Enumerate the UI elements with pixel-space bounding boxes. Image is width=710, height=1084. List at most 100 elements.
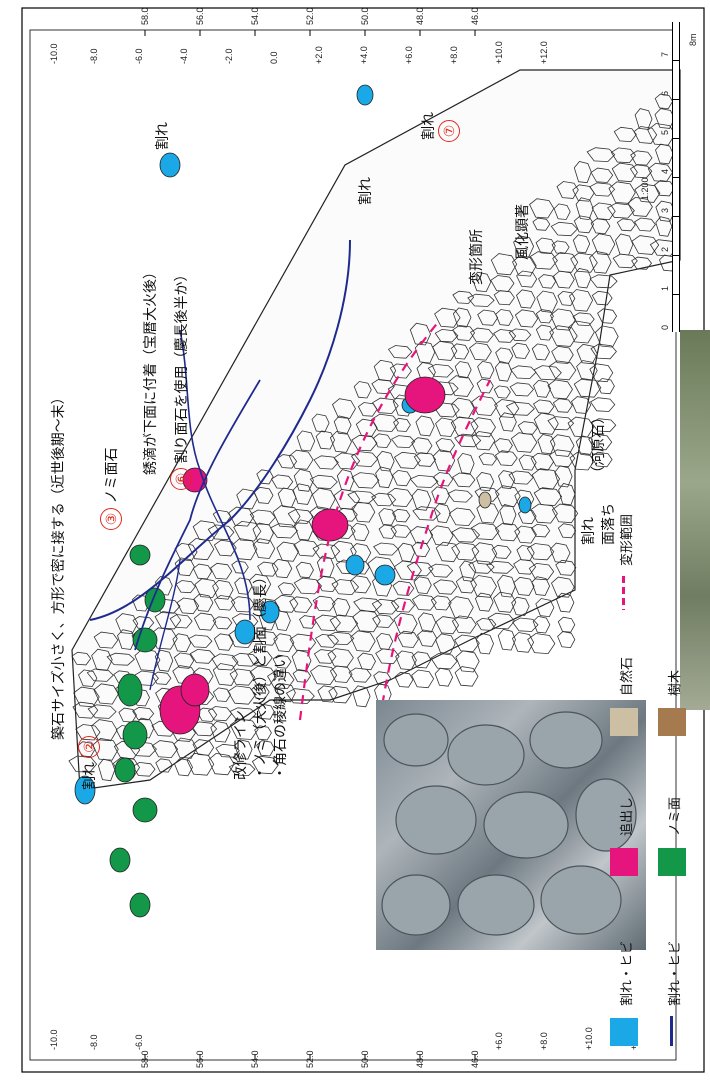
wall-stone <box>448 507 476 527</box>
wall-stone <box>495 347 514 364</box>
y-tick-bottom: 52.0 <box>305 1050 315 1068</box>
wall-stone <box>227 685 256 705</box>
wall-stone <box>151 740 179 759</box>
x-tick-top: +10.0 <box>494 41 504 64</box>
wall-stone <box>132 706 155 721</box>
wall-stone <box>498 412 517 432</box>
wall-stone <box>493 438 513 453</box>
legend-label: 自然石 <box>620 656 635 696</box>
stone-photo-large <box>376 700 646 950</box>
wall-stone <box>73 686 100 708</box>
repair-line-item1: ・ノミ（大火後）と割面（慶長） <box>253 570 269 780</box>
wall-stone <box>467 293 495 307</box>
wall-stone <box>309 665 338 686</box>
wall-stone <box>411 437 433 455</box>
wall-stone <box>373 433 392 449</box>
label-crack-7: 割れ <box>418 112 438 140</box>
wall-stone <box>212 663 238 686</box>
y-tick-top: 50.0 <box>360 7 370 25</box>
wall-stone <box>569 289 594 312</box>
wall-stone <box>470 522 500 541</box>
y-tick-top: 52.0 <box>305 7 315 25</box>
wall-stone <box>434 307 461 328</box>
wall-stone <box>315 430 336 450</box>
wall-stone <box>155 758 173 773</box>
wall-stone <box>376 450 395 472</box>
legend-swatch <box>610 1018 638 1046</box>
wall-stone <box>633 126 658 144</box>
wall-stone <box>188 634 213 648</box>
wall-stone <box>331 579 360 596</box>
x-tick-top: +6.0 <box>404 46 414 64</box>
wall-stone <box>347 490 377 504</box>
wall-stone <box>571 396 592 414</box>
wall-stone <box>213 595 236 611</box>
wall-stone <box>192 563 213 580</box>
wall-stone <box>173 737 198 759</box>
y-tick-top: 56.0 <box>195 7 205 25</box>
label-crack-lower: 割れ <box>581 517 597 545</box>
wall-stone <box>594 325 619 348</box>
wall-stone <box>351 501 376 523</box>
wall-stone <box>591 451 613 468</box>
wall-stone <box>393 560 422 581</box>
wall-stone <box>549 325 578 347</box>
wall-stone <box>512 617 539 632</box>
wall-stone <box>196 707 218 722</box>
wall-stone <box>311 487 336 511</box>
wall-stone <box>395 650 417 671</box>
label-crack-far: 割れ <box>358 177 374 205</box>
wall-stone <box>494 522 521 542</box>
wall-stone <box>71 651 92 666</box>
wall-stone <box>531 576 551 596</box>
wall-stone <box>93 631 119 649</box>
split-face-text: 割り面石を使用（慶長後半か） <box>174 267 190 464</box>
y-tick-bottom: 48.0 <box>415 1050 425 1068</box>
wall-stone <box>288 449 314 470</box>
wall-stone <box>477 360 495 379</box>
wall-stone <box>312 595 336 612</box>
wall-stone <box>455 576 477 594</box>
wall-stone <box>596 378 615 395</box>
wall-stone <box>512 255 537 277</box>
wall-stone <box>186 752 215 776</box>
wall-stone <box>435 438 456 453</box>
wall-stone <box>371 378 395 395</box>
colored-stone-green <box>132 627 158 653</box>
wall-stone <box>390 435 416 449</box>
wall-stone <box>72 701 99 719</box>
wall-stone <box>450 397 475 419</box>
wall-stone <box>252 538 276 559</box>
wall-stone <box>211 653 239 671</box>
wall-stone <box>176 597 200 615</box>
wall-stone <box>115 613 139 635</box>
wall-stone <box>251 755 279 775</box>
wall-stone <box>316 576 339 593</box>
repair-line-title: 改修ライン <box>233 710 249 780</box>
wall-stone <box>518 454 537 471</box>
wall-stone <box>409 322 431 346</box>
y-tick-bottom: 56.0 <box>195 1050 205 1068</box>
wall-stone <box>471 395 498 416</box>
x-tick-top: +8.0 <box>449 46 459 64</box>
colored-stone-green <box>109 847 131 873</box>
wall-stone <box>295 561 314 579</box>
wall-stone <box>349 575 372 594</box>
wall-stone <box>434 667 454 687</box>
wall-stone <box>393 612 418 635</box>
wall-stone <box>435 541 461 563</box>
wall-stone <box>469 327 494 343</box>
wall-stone <box>451 527 481 543</box>
wall-stone <box>452 324 476 341</box>
wall-stone <box>256 630 278 646</box>
label-crack-2: 割れ ② <box>78 735 100 790</box>
wall-stone <box>450 343 470 360</box>
colored-stone-pink <box>311 508 349 542</box>
wall-stone <box>194 578 219 598</box>
wall-stone <box>612 253 638 269</box>
wall-stone <box>450 416 479 437</box>
wall-stone <box>350 630 376 652</box>
wall-stone <box>491 544 512 559</box>
wall-stone <box>333 452 361 470</box>
wall-stone <box>591 290 613 306</box>
